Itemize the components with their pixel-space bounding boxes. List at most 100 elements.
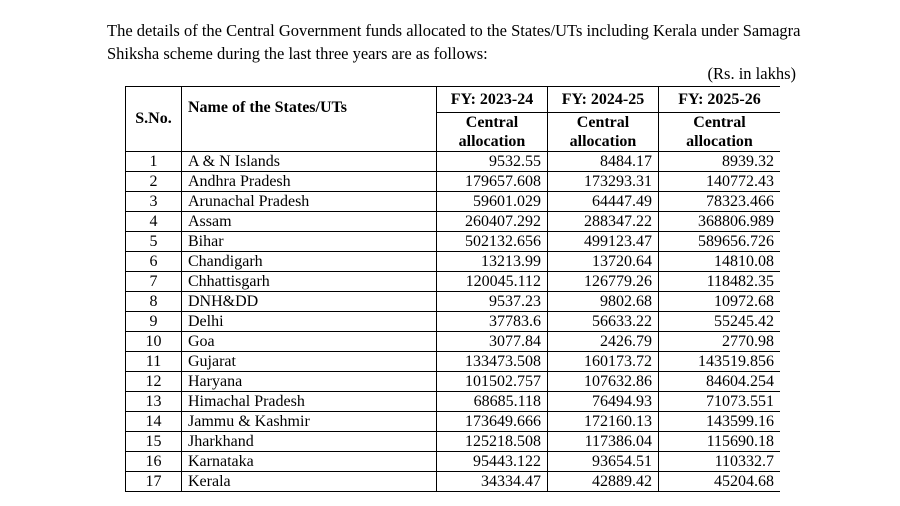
cell-fy-2025-26: 143599.16 — [658, 411, 780, 432]
cell-fy-2024-25: 13720.64 — [547, 251, 659, 272]
header-fy-2024-25: FY: 2024-25 — [547, 86, 659, 113]
cell-state-name: Gujarat — [181, 351, 437, 372]
cell-fy-2024-25: 2426.79 — [547, 331, 659, 352]
cell-state-name: A & N Islands — [181, 151, 437, 172]
cell-state-name: Haryana — [181, 371, 437, 392]
cell-fy-2025-26: 71073.551 — [658, 391, 780, 412]
cell-state-name: Arunachal Pradesh — [181, 191, 437, 212]
cell-state-name: Jammu & Kashmir — [181, 411, 437, 432]
cell-fy-2024-25: 64447.49 — [547, 191, 659, 212]
header-row-years: S.No. Name of the States/UTs FY: 2023-24… — [125, 86, 780, 152]
cell-fy-2023-24: 3077.84 — [436, 331, 548, 352]
table-row: 15 Jharkhand 125218.508 117386.04 115690.18 — [125, 431, 780, 452]
cell-fy-2024-25: 173293.31 — [547, 171, 659, 192]
cell-fy-2025-26: 2770.98 — [658, 331, 780, 352]
cell-fy-2024-25: 107632.86 — [547, 371, 659, 392]
cell-fy-2024-25: 93654.51 — [547, 451, 659, 472]
cell-fy-2023-24: 179657.608 — [436, 171, 548, 192]
cell-fy-2023-24: 120045.112 — [436, 271, 548, 292]
header-state-name: Name of the States/UTs — [181, 86, 437, 152]
table-row: 10 Goa 3077.84 2426.79 2770.98 — [125, 331, 780, 352]
cell-fy-2025-26: 14810.08 — [658, 251, 780, 272]
cell-state-name: Jharkhand — [181, 431, 437, 452]
cell-fy-2023-24: 9537.23 — [436, 291, 548, 312]
cell-fy-2024-25: 126779.26 — [547, 271, 659, 292]
table-row: 14 Jammu & Kashmir 173649.666 172160.13 1435… — [125, 411, 780, 432]
cell-fy-2025-26: 118482.35 — [658, 271, 780, 292]
cell-fy-2023-24: 101502.757 — [436, 371, 548, 392]
cell-fy-2023-24: 173649.666 — [436, 411, 548, 432]
cell-fy-2023-24: 37783.6 — [436, 311, 548, 332]
unit-label: (Rs. in lakhs) — [707, 64, 796, 83]
cell-state-name: Assam — [181, 211, 437, 232]
cell-fy-2025-26: 140772.43 — [658, 171, 780, 192]
cell-fy-2024-25: 56633.22 — [547, 311, 659, 332]
cell-fy-2023-24: 95443.122 — [436, 451, 548, 472]
cell-fy-2024-25: 42889.42 — [547, 471, 659, 492]
cell-sno: 12 — [125, 371, 182, 392]
cell-fy-2025-26: 8939.32 — [658, 151, 780, 172]
cell-sno: 11 — [125, 351, 182, 372]
table-row: 3 Arunachal Pradesh 59601.029 64447.49 78323… — [125, 191, 780, 212]
cell-sno: 3 — [125, 191, 182, 212]
cell-fy-2023-24: 125218.508 — [436, 431, 548, 452]
table-row: 17 Kerala 34334.47 42889.42 45204.68 — [125, 471, 780, 492]
cell-fy-2024-25: 172160.13 — [547, 411, 659, 432]
cell-sno: 10 — [125, 331, 182, 352]
cell-fy-2024-25: 76494.93 — [547, 391, 659, 412]
cell-fy-2023-24: 133473.508 — [436, 351, 548, 372]
table-row: 12 Haryana 101502.757 107632.86 84604.254 — [125, 371, 780, 392]
header-central-allocation: Central allocation — [658, 112, 780, 152]
cell-sno: 13 — [125, 391, 182, 412]
table-row: 7 Chhattisgarh 120045.112 126779.26 118482.3… — [125, 271, 780, 292]
cell-fy-2024-25: 499123.47 — [547, 231, 659, 252]
cell-fy-2023-24: 260407.292 — [436, 211, 548, 232]
table-container: S.No. Name of the States/UTs FY: 2023-24… — [125, 86, 780, 496]
cell-fy-2024-25: 9802.68 — [547, 291, 659, 312]
intro-paragraph: The details of the Central Government fu… — [107, 21, 801, 63]
allocation-table: S.No. Name of the States/UTs FY: 2023-24… — [125, 86, 780, 492]
header-central-allocation: Central allocation — [547, 112, 659, 152]
cell-state-name: Karnataka — [181, 451, 437, 472]
table-row: 6 Chandigarh 13213.99 13720.64 14810.08 — [125, 251, 780, 272]
cell-state-name: DNH&DD — [181, 291, 437, 312]
table-row: 4 Assam 260407.292 288347.22 368806.989 — [125, 211, 780, 232]
cell-fy-2025-26: 110332.7 — [658, 451, 780, 472]
cell-fy-2025-26: 368806.989 — [658, 211, 780, 232]
cell-fy-2024-25: 288347.22 — [547, 211, 659, 232]
cell-state-name: Bihar — [181, 231, 437, 252]
table-row: 5 Bihar 502132.656 499123.47 589656.726 — [125, 231, 780, 252]
cell-state-name: Chhattisgarh — [181, 271, 437, 292]
cell-sno: 4 — [125, 211, 182, 232]
cell-sno: 15 — [125, 431, 182, 452]
cell-state-name: Kerala — [181, 471, 437, 492]
cell-state-name: Delhi — [181, 311, 437, 332]
cell-fy-2023-24: 34334.47 — [436, 471, 548, 492]
table-row: 13 Himachal Pradesh 68685.118 76494.93 71073… — [125, 391, 780, 412]
cell-sno: 1 — [125, 151, 182, 172]
cell-fy-2025-26: 55245.42 — [658, 311, 780, 332]
cell-fy-2023-24: 502132.656 — [436, 231, 548, 252]
cell-state-name: Andhra Pradesh — [181, 171, 437, 192]
table-row: 16 Karnataka 95443.122 93654.51 110332.7 — [125, 451, 780, 472]
table-row: 2 Andhra Pradesh 179657.608 173293.31 140772… — [125, 171, 780, 192]
cell-fy-2025-26: 115690.18 — [658, 431, 780, 452]
cell-fy-2025-26: 45204.68 — [658, 471, 780, 492]
cell-sno: 7 — [125, 271, 182, 292]
header-fy-2023-24: FY: 2023-24 — [436, 86, 548, 113]
cell-sno: 6 — [125, 251, 182, 272]
cell-fy-2025-26: 84604.254 — [658, 371, 780, 392]
cell-fy-2025-26: 10972.68 — [658, 291, 780, 312]
cell-sno: 2 — [125, 171, 182, 192]
table-row: 8 DNH&DD 9537.23 9802.68 10972.68 — [125, 291, 780, 312]
header-sno: S.No. — [125, 86, 182, 152]
cell-sno: 16 — [125, 451, 182, 472]
cell-fy-2023-24: 59601.029 — [436, 191, 548, 212]
cell-fy-2023-24: 68685.118 — [436, 391, 548, 412]
cell-fy-2025-26: 143519.856 — [658, 351, 780, 372]
cell-fy-2024-25: 8484.17 — [547, 151, 659, 172]
cell-fy-2024-25: 160173.72 — [547, 351, 659, 372]
cell-sno: 14 — [125, 411, 182, 432]
